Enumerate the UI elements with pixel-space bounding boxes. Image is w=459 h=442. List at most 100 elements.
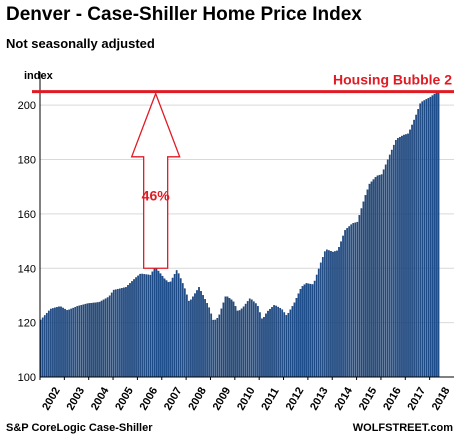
bar	[58, 306, 60, 378]
bar	[423, 100, 426, 378]
bar	[76, 306, 79, 378]
bar	[415, 114, 418, 378]
y-tick-label: 120	[18, 318, 36, 330]
bar	[198, 287, 200, 378]
bar	[104, 298, 107, 378]
bar	[175, 270, 178, 378]
bar	[305, 283, 308, 378]
bar	[110, 292, 113, 378]
bar	[425, 99, 428, 378]
bar	[204, 299, 206, 378]
bar	[147, 274, 150, 378]
bar	[234, 306, 237, 378]
bar	[216, 318, 219, 378]
bar	[222, 302, 225, 378]
x-tick-label: 2003	[65, 385, 88, 412]
bar-series	[39, 91, 440, 378]
bar	[210, 313, 213, 378]
bar	[208, 307, 211, 378]
bar	[281, 309, 284, 378]
bar	[362, 201, 365, 378]
bar	[240, 308, 243, 378]
bar	[78, 305, 81, 378]
bar	[131, 281, 133, 378]
bar	[350, 224, 353, 378]
bar	[360, 208, 363, 378]
bar	[313, 280, 316, 378]
bar	[388, 154, 391, 378]
x-tick-label: 2011	[259, 386, 281, 413]
bar	[330, 251, 332, 378]
x-tick-label: 2005	[113, 385, 136, 412]
bar	[293, 302, 296, 378]
bar	[348, 226, 351, 378]
bar	[279, 307, 282, 378]
bar	[352, 223, 355, 378]
bar	[323, 251, 326, 378]
source-credit: S&P CoreLogic Case-Shiller	[6, 422, 153, 434]
bar	[299, 288, 302, 378]
bar	[43, 315, 46, 378]
bar	[301, 286, 304, 378]
bar	[248, 298, 251, 378]
bar	[86, 303, 89, 378]
y-tick-label: 180	[18, 155, 36, 167]
bar	[171, 277, 174, 378]
bar	[185, 294, 188, 378]
x-tick-label: 2004	[89, 385, 112, 413]
bar	[354, 222, 357, 378]
bar	[309, 283, 312, 378]
bar	[263, 317, 265, 378]
bar	[358, 215, 361, 378]
bar	[141, 273, 144, 378]
bar	[68, 309, 70, 378]
bar	[254, 303, 257, 378]
bar	[92, 302, 95, 378]
bar	[287, 312, 290, 378]
bar	[125, 287, 127, 378]
bar	[187, 300, 190, 378]
bar	[289, 309, 292, 378]
bar	[102, 299, 105, 378]
bar	[169, 281, 172, 378]
bar	[340, 241, 342, 378]
bar	[192, 296, 194, 378]
bubble-label: Housing Bubble 2	[333, 72, 452, 88]
bar	[94, 302, 97, 378]
bar	[325, 249, 328, 378]
bar	[56, 307, 58, 378]
x-tick-labels: 2002 2003 2004 2005 2006 2007 2008 2009 2010 2011…	[39, 377, 452, 413]
bar	[127, 285, 129, 378]
bar	[321, 257, 324, 378]
bar	[220, 308, 223, 378]
bar	[96, 302, 99, 378]
bar	[390, 149, 393, 378]
bar	[297, 293, 300, 378]
bar	[332, 251, 334, 378]
bar	[411, 124, 413, 378]
x-tick-label: 2008	[186, 385, 209, 412]
bar	[382, 169, 385, 378]
bar	[372, 179, 375, 378]
y-tick-label: 140	[18, 263, 36, 275]
bar	[303, 284, 306, 378]
bar	[419, 103, 422, 378]
bar	[295, 298, 298, 378]
bar	[407, 133, 409, 378]
bar	[392, 144, 395, 378]
bar	[344, 230, 346, 378]
bar	[246, 301, 249, 378]
bar	[386, 159, 389, 378]
bar	[429, 96, 432, 378]
chart-title: Denver - Case-Shiller Home Price Index	[6, 4, 362, 25]
bar	[190, 299, 192, 378]
bar	[82, 304, 85, 378]
bar	[100, 300, 103, 378]
bar	[252, 301, 255, 378]
bar	[202, 295, 204, 378]
bar	[226, 296, 229, 378]
bar	[163, 278, 166, 378]
increase-arrow	[130, 91, 181, 269]
bar	[139, 273, 142, 378]
bar	[405, 134, 407, 378]
